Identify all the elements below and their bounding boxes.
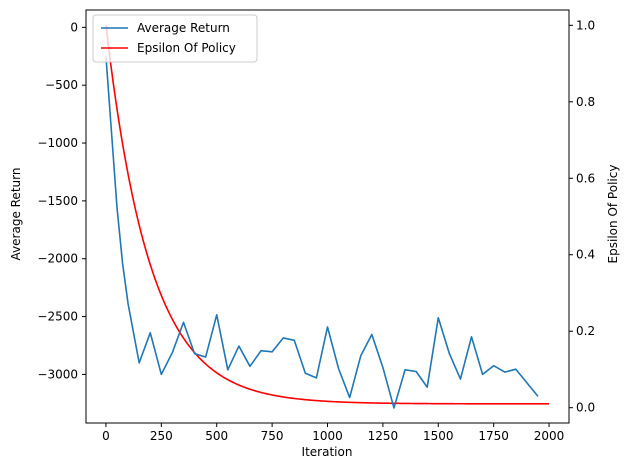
x-tick-label: 2000	[534, 429, 565, 443]
y-tick-label: −3000	[37, 367, 78, 381]
x-tick-label: 1500	[423, 429, 454, 443]
y-axis-left: 0 −500 −1000 −1500 −2000 −2500 −3000	[37, 20, 86, 381]
axes-frame	[85, 9, 570, 424]
y-tick-label: −500	[45, 78, 78, 92]
y2-tick-label: 0.0	[576, 401, 595, 415]
x-tick-label: 1000	[312, 429, 343, 443]
y2-tick-label: 0.2	[576, 324, 595, 338]
y-tick-label: −1000	[37, 136, 78, 150]
x-axis-label: Iteration	[302, 445, 353, 459]
y-tick-label: −1500	[37, 194, 78, 208]
y-tick-label: 0	[70, 20, 78, 34]
legend-label-average-return: Average Return	[137, 21, 230, 35]
y2-tick-label: 0.8	[576, 95, 595, 109]
x-tick-label: 1250	[368, 429, 399, 443]
y2-tick-label: 0.4	[576, 248, 595, 262]
x-tick-label: 750	[261, 429, 284, 443]
legend-label-epsilon-of-policy: Epsilon Of Policy	[137, 41, 236, 55]
x-axis: 0 250 500 750 1000 1250 1500 1750 2000	[102, 423, 564, 443]
legend-box	[92, 14, 258, 63]
series-line-average-return	[105, 56, 539, 409]
y-tick-label: −2000	[37, 252, 78, 266]
y2-tick-label: 0.6	[576, 171, 595, 185]
x-tick-label: 0	[102, 429, 110, 443]
x-tick-label: 250	[150, 429, 173, 443]
y-tick-label: −2500	[37, 310, 78, 324]
plot-area	[105, 25, 550, 409]
y-axis-label-left: Average Return	[9, 168, 23, 261]
y-axis-right: 0.0 0.2 0.4 0.6 0.8 1.0	[569, 18, 595, 415]
legend: Average Return Epsilon Of Policy	[92, 14, 258, 63]
y-axis-label-right: Epsilon Of Policy	[606, 165, 620, 264]
y2-tick-label: 1.0	[576, 18, 595, 32]
x-tick-label: 500	[205, 429, 228, 443]
x-tick-label: 1750	[478, 429, 509, 443]
